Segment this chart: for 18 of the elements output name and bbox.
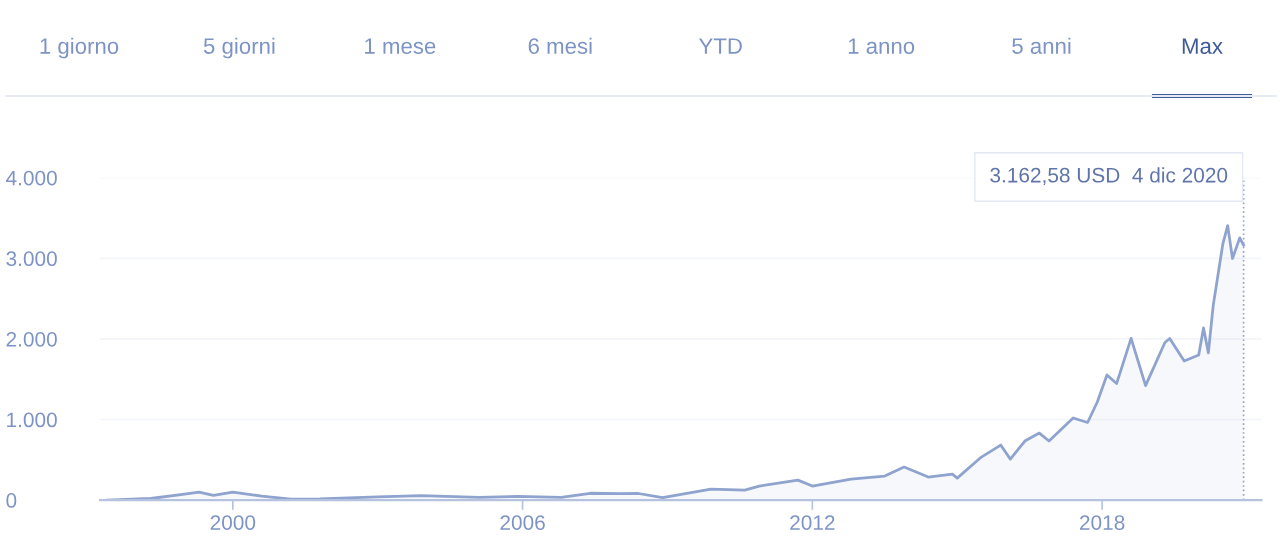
annotation: 3.162,58 USD 4 dic 2020 (990, 167, 1228, 186)
x-tick-label: 2018 (1079, 515, 1125, 530)
y-tick-label: 2.000 (6, 331, 57, 347)
text: YTD (698, 38, 742, 54)
text: 5 giorni (203, 37, 275, 59)
y-tick-label: 0 (6, 493, 17, 508)
y-tick-label: 3.000 (6, 251, 57, 267)
text: 1 giorno (40, 37, 119, 59)
x-tick-label: 2006 (500, 515, 545, 530)
text: Max (1182, 38, 1223, 54)
text: 5 anni (1012, 37, 1071, 54)
y-tick-label: 1.000 (7, 412, 57, 428)
text: 6 mesi (528, 37, 592, 54)
x-tick-label: 2000 (210, 515, 256, 530)
text: 1 anno (848, 38, 915, 54)
y-tick-label: 4.000 (6, 170, 57, 186)
text: 1 mese (365, 38, 436, 54)
x-tick-label: 2012 (790, 515, 835, 530)
